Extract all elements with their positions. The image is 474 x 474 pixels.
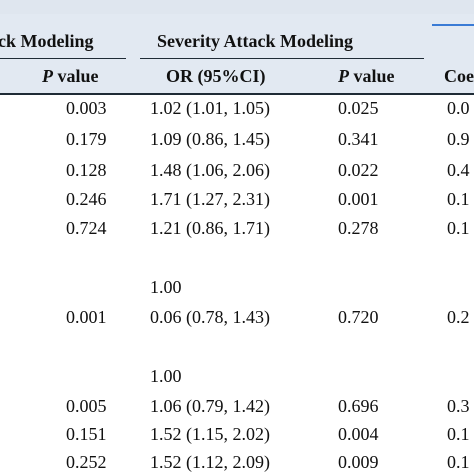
cell-p2: 0.004 bbox=[338, 424, 379, 444]
col-header-or: OR (95%CI) bbox=[166, 66, 266, 86]
cell-or: 1.48 (1.06, 2.06) bbox=[150, 160, 270, 180]
cell-coef: 0.2 bbox=[447, 307, 470, 327]
cell-p2: 0.022 bbox=[338, 160, 379, 180]
cell-p1: 0.005 bbox=[66, 396, 107, 416]
group-header-left: ck Modeling bbox=[0, 31, 94, 51]
cell-coef: 0.1 bbox=[447, 189, 470, 209]
cell-coef: 0.0 bbox=[447, 98, 470, 118]
cell-p1: 0.128 bbox=[66, 160, 107, 180]
col-header-p-value-1: P value bbox=[42, 66, 99, 86]
cell-p1: 0.246 bbox=[66, 189, 107, 209]
cell-or: 1.71 (1.27, 2.31) bbox=[150, 189, 270, 209]
cell-coef: 0.1 bbox=[447, 218, 470, 238]
cell-coef: 0.9 bbox=[447, 129, 470, 149]
col-header-p-value-2: P value bbox=[338, 66, 395, 86]
header-top-band bbox=[0, 0, 474, 14]
table-header bbox=[0, 0, 474, 94]
cell-p2: 0.001 bbox=[338, 189, 379, 209]
cell-or: 1.52 (1.12, 2.09) bbox=[150, 452, 270, 472]
cell-coef: 0.1 bbox=[447, 452, 470, 472]
col-header-coef: Coe bbox=[444, 66, 474, 86]
cell-or: 1.02 (1.01, 1.05) bbox=[150, 98, 270, 118]
cell-coef: 0.4 bbox=[447, 160, 470, 180]
header-bottom-rule bbox=[0, 93, 474, 95]
cell-p1: 0.724 bbox=[66, 218, 107, 238]
cell-p2: 0.025 bbox=[338, 98, 379, 118]
cell-p1: 0.179 bbox=[66, 129, 107, 149]
cell-p2: 0.009 bbox=[338, 452, 379, 472]
cell-p1: 0.003 bbox=[66, 98, 107, 118]
cell-coef: 0.3 bbox=[447, 396, 470, 416]
group-underline-severity bbox=[140, 58, 424, 59]
reference-cell: 1.00 bbox=[150, 366, 182, 386]
cell-or: 1.09 (0.86, 1.45) bbox=[150, 129, 270, 149]
cell-coef: 0.1 bbox=[447, 424, 470, 444]
cell-p2: 0.720 bbox=[338, 307, 379, 327]
cell-p1: 0.001 bbox=[66, 307, 107, 327]
cell-or: 0.06 (0.78, 1.43) bbox=[150, 307, 270, 327]
cell-or: 1.21 (0.86, 1.71) bbox=[150, 218, 270, 238]
cell-p1: 0.252 bbox=[66, 452, 107, 472]
group-header-severity: Severity Attack Modeling bbox=[157, 31, 353, 51]
cell-or: 1.06 (0.79, 1.42) bbox=[150, 396, 270, 416]
cell-p1: 0.151 bbox=[66, 424, 107, 444]
group-underline-left bbox=[0, 58, 126, 59]
cell-or: 1.52 (1.15, 2.02) bbox=[150, 424, 270, 444]
reference-cell: 1.00 bbox=[150, 277, 182, 297]
cell-p2: 0.341 bbox=[338, 129, 379, 149]
cell-p2: 0.278 bbox=[338, 218, 379, 238]
group-accent-line bbox=[432, 24, 474, 26]
cell-p2: 0.696 bbox=[338, 396, 379, 416]
